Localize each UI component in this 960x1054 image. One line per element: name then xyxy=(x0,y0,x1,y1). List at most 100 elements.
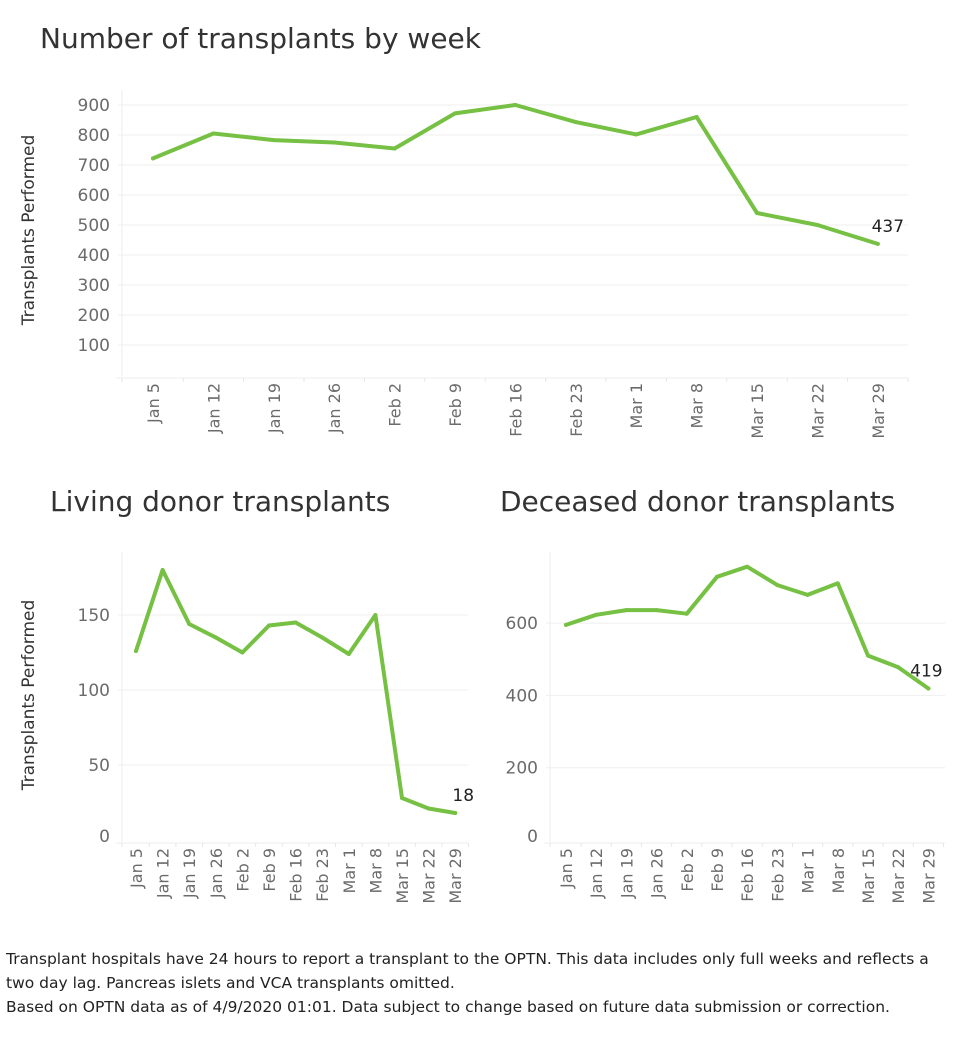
weekly-x-tick-label: Jan 5 xyxy=(144,383,163,424)
weekly-y-tick-label: 400 xyxy=(78,246,110,266)
deceased-data-point xyxy=(866,653,870,658)
chart-title-weekly: Number of transplants by week xyxy=(40,22,481,55)
deceased-y-tick-label: 600 xyxy=(506,614,538,634)
living-x-tick-label: Mar 15 xyxy=(393,848,412,904)
weekly-series-line xyxy=(151,103,880,246)
living-y-axis-title: Transplants Performed xyxy=(19,600,39,792)
deceased-series-line xyxy=(564,564,931,691)
living-x-tick-label: Feb 2 xyxy=(233,848,252,892)
deceased-x-tick-label: Mar 15 xyxy=(859,848,878,904)
weekly-y-tick-label: 800 xyxy=(78,126,110,146)
deceased-x-tick-label: Feb 2 xyxy=(678,848,697,892)
weekly-y-tick-label: 200 xyxy=(78,306,110,326)
weekly-x-tick-label: Mar 1 xyxy=(627,383,646,428)
deceased-data-point xyxy=(775,583,780,588)
living-x-tick-label: Mar 29 xyxy=(446,848,465,904)
living-x-tick-label: Feb 23 xyxy=(313,848,332,902)
weekly-data-point xyxy=(453,111,457,116)
living-x-tick-label: Feb 9 xyxy=(260,848,279,892)
living-data-point xyxy=(293,620,298,625)
living-x-tick-label: Jan 19 xyxy=(180,848,199,899)
deceased-data-point xyxy=(624,608,629,613)
deceased-end-value-label: 419 xyxy=(910,662,942,682)
living-data-point xyxy=(240,650,245,655)
living-x-tick-label: Jan 26 xyxy=(207,848,226,899)
footnote: Transplant hospitals have 24 hours to re… xyxy=(6,947,946,1019)
weekly-y-tick-label: 500 xyxy=(78,216,110,236)
weekly-x-tick-label: Feb 2 xyxy=(386,383,405,427)
weekly-x-tick-label: Feb 9 xyxy=(446,383,465,427)
chart-title-deceased: Deceased donor transplants xyxy=(500,485,896,518)
living-x-tick-label: Mar 8 xyxy=(366,848,385,893)
deceased-data-point xyxy=(654,608,659,613)
weekly-x-tick-label: Jan 12 xyxy=(204,383,223,434)
living-x-tick-label: Mar 22 xyxy=(420,848,439,904)
living-data-point xyxy=(453,811,458,815)
living-data-point xyxy=(213,635,218,640)
living-series-line xyxy=(134,568,458,815)
living-x-tick-label: Jan 5 xyxy=(127,848,146,889)
weekly-data-point xyxy=(573,120,578,125)
deceased-data-point xyxy=(926,686,931,691)
weekly-x-tick-label: Jan 19 xyxy=(265,383,284,434)
deceased-data-point xyxy=(564,622,568,627)
living-x-tick-label: Jan 12 xyxy=(154,848,173,899)
living-y-tick-label: 50 xyxy=(88,756,110,776)
deceased-y-tick-label: 400 xyxy=(506,686,538,706)
deceased-x-tick-label: Feb 16 xyxy=(738,848,757,902)
deceased-data-point xyxy=(684,611,689,616)
living-data-point xyxy=(346,652,351,656)
weekly-y-tick-label: 700 xyxy=(78,156,110,176)
weekly-data-point xyxy=(875,241,880,246)
living-data-point xyxy=(426,806,431,811)
weekly-y-tick-label: 300 xyxy=(78,276,110,296)
deceased-x-tick-label: Jan 5 xyxy=(557,848,576,889)
living-data-point xyxy=(134,649,138,653)
living-data-point xyxy=(400,796,404,800)
deceased-data-point xyxy=(835,581,840,586)
chart-title-living: Living donor transplants xyxy=(50,485,391,518)
deceased-x-tick-label: Feb 9 xyxy=(708,848,727,892)
weekly-data-point xyxy=(211,131,216,136)
deceased-data-point xyxy=(805,592,810,597)
living-data-point xyxy=(267,623,271,628)
deceased-x-tick-label: Mar 29 xyxy=(919,848,938,904)
living-data-point xyxy=(160,568,165,572)
living-data-point xyxy=(320,635,325,640)
living-y-tick-label: 100 xyxy=(78,681,110,701)
weekly-x-tick-label: Mar 8 xyxy=(688,383,707,428)
living-data-point xyxy=(187,622,192,626)
footnote-line-1: Transplant hospitals have 24 hours to re… xyxy=(6,950,929,992)
weekly-end-value-label: 437 xyxy=(872,217,904,237)
deceased-data-point xyxy=(896,665,901,670)
weekly-data-point xyxy=(332,140,337,145)
weekly-y-tick-label: 900 xyxy=(78,96,110,116)
weekly-data-point xyxy=(634,132,639,137)
weekly-y-axis-title: Transplants Performed xyxy=(19,135,39,327)
weekly-x-tick-label: Mar 22 xyxy=(808,383,827,439)
weekly-data-point xyxy=(815,223,820,227)
weekly-y-tick-label: 600 xyxy=(78,186,110,206)
deceased-data-point xyxy=(715,574,719,579)
weekly-data-point xyxy=(694,115,699,119)
footnote-line-2: Based on OPTN data as of 4/9/2020 01:01.… xyxy=(6,998,890,1016)
living-data-point xyxy=(373,613,378,617)
deceased-y-tick-label: 200 xyxy=(506,759,538,779)
weekly-data-point xyxy=(755,211,759,215)
weekly-x-tick-label: Mar 15 xyxy=(748,383,767,439)
deceased-x-tick-label: Mar 1 xyxy=(799,848,818,893)
deceased-x-tick-label: Jan 12 xyxy=(587,848,606,899)
deceased-x-tick-label: Mar 8 xyxy=(829,848,848,893)
weekly-data-point xyxy=(392,146,397,151)
living-x-tick-label: Mar 1 xyxy=(340,848,359,893)
deceased-data-point xyxy=(745,564,750,569)
living-y-tick-label: 0 xyxy=(99,827,110,847)
deceased-y-tick-label: 0 xyxy=(527,827,538,847)
deceased-data-point xyxy=(594,612,599,617)
deceased-x-tick-label: Feb 23 xyxy=(768,848,787,902)
deceased-x-tick-label: Jan 26 xyxy=(648,848,667,899)
living-end-value-label: 18 xyxy=(452,786,474,806)
weekly-x-tick-label: Mar 29 xyxy=(869,383,888,439)
weekly-data-point xyxy=(151,156,155,161)
